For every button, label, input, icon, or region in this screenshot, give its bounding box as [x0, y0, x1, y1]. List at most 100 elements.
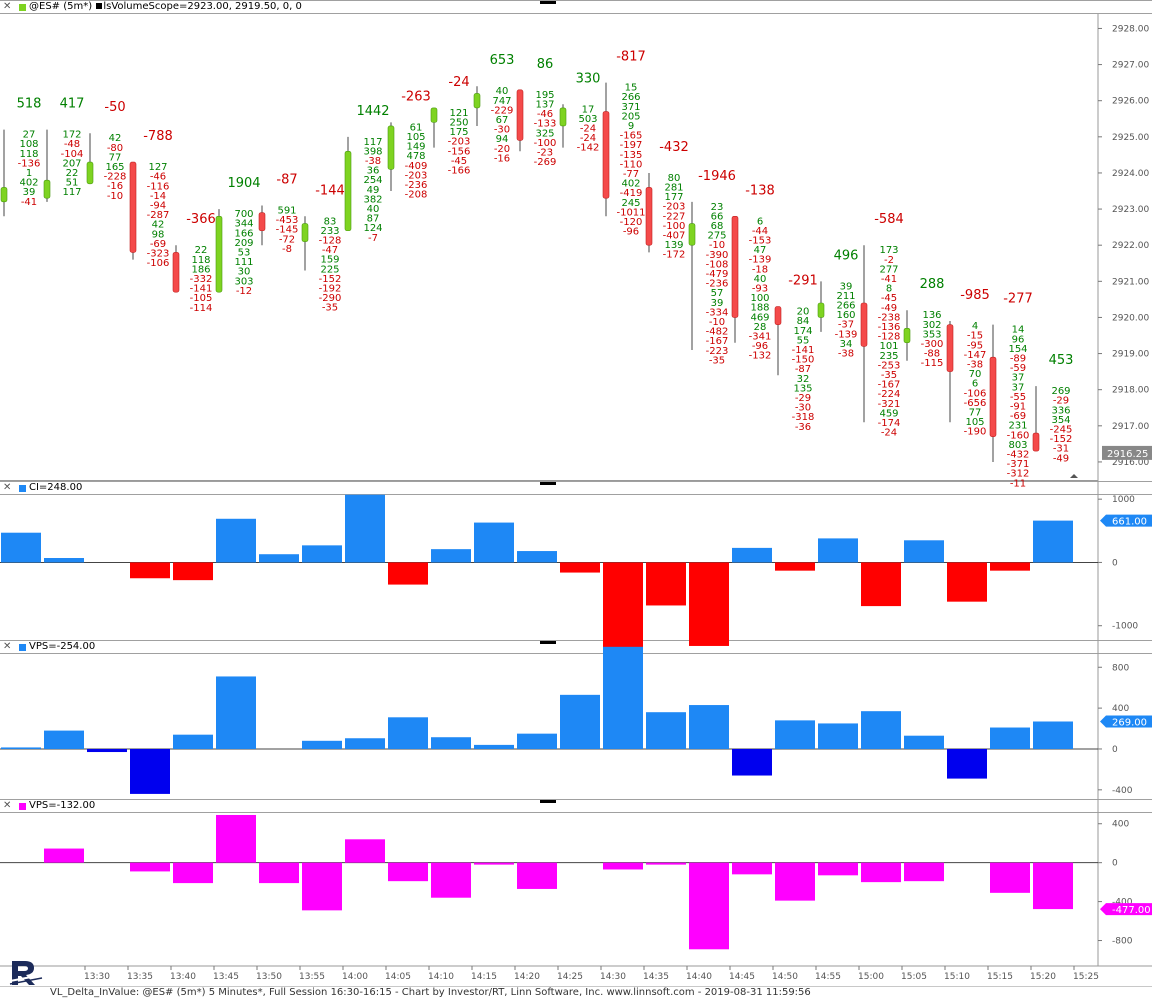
candle-body — [301, 223, 309, 242]
pane-resize-grip[interactable] — [540, 800, 556, 803]
candle-body — [344, 150, 352, 232]
volume-level-label: 100 — [750, 293, 769, 304]
volume-level-label: -287 — [147, 210, 170, 221]
volume-level-label: -203 — [405, 170, 428, 181]
price-tick-label: 2922.00 — [1112, 241, 1149, 251]
volume-level-label: 30 — [238, 267, 251, 278]
volume-level-label: 117 — [62, 187, 81, 198]
pane-resize-grip[interactable] — [540, 641, 556, 644]
volume-level-label: 173 — [879, 245, 898, 256]
candle-body — [258, 212, 266, 232]
volume-level-label: 139 — [664, 240, 683, 251]
volume-level-label: -245 — [1050, 424, 1073, 435]
volume-level-label: -77 — [623, 169, 639, 180]
close-vps2-pane-icon[interactable]: ✕ — [3, 800, 12, 811]
vps1-bar — [216, 676, 256, 749]
close-main-pane-icon[interactable]: ✕ — [3, 1, 12, 12]
volume-level-label: 96 — [1012, 334, 1025, 345]
ci-bar — [216, 518, 256, 563]
volume-level-label: 344 — [234, 219, 253, 230]
volume-level-label: 336 — [1051, 405, 1070, 416]
main-pane-header: ✕ @ES# (5m*) lsVolumeScope=2923.00, 2919… — [0, 0, 1152, 14]
vps1-bar — [517, 733, 557, 749]
candle-body — [86, 161, 94, 185]
volume-level-label: -152 — [319, 274, 342, 285]
ci-bar — [431, 549, 471, 563]
volume-level-label: 6 — [757, 216, 763, 227]
volume-level-label: -167 — [706, 336, 729, 347]
volume-level-label: -12 — [236, 286, 252, 297]
time-tick-label: 15:20 — [1030, 972, 1056, 982]
pane-resize-grip[interactable] — [540, 1, 556, 4]
ci-tick-label: -1000 — [1112, 622, 1138, 632]
ci-bar — [732, 547, 772, 563]
volume-level-label: 269 — [1051, 386, 1070, 397]
volume-level-label: -114 — [190, 303, 213, 314]
delta-label: 1442 — [356, 104, 389, 119]
volume-level-label: 275 — [707, 231, 726, 242]
volume-level-label: -72 — [279, 234, 295, 245]
volume-level-label: 49 — [367, 185, 380, 196]
delta-label: -584 — [874, 212, 904, 227]
volume-level-label: -8 — [282, 244, 292, 255]
vps1-bar — [947, 748, 987, 779]
volume-level-label: -390 — [706, 250, 729, 261]
delta-label: 653 — [490, 53, 515, 68]
volume-level-label: 503 — [578, 114, 597, 125]
delta-label: -24 — [448, 75, 469, 90]
volume-level-label: 591 — [277, 205, 296, 216]
volume-level-label: -190 — [964, 427, 987, 438]
volume-level-label: -253 — [878, 360, 901, 371]
volume-level-label: -29 — [1053, 396, 1069, 407]
vps2-swatch-icon — [19, 803, 26, 810]
ci-bar — [173, 562, 213, 581]
vps2-tick-label: -400 — [1112, 898, 1133, 908]
vps1-last-value-label: 269.00 — [1112, 717, 1147, 728]
candle-body — [903, 327, 911, 344]
price-tick-label: 2920.00 — [1112, 313, 1149, 323]
time-tick-label: 13:35 — [127, 972, 153, 982]
volume-level-label: -656 — [964, 398, 987, 409]
volume-level-label: 172 — [62, 130, 81, 141]
delta-label: -432 — [659, 140, 689, 155]
vps2-bar — [732, 862, 772, 875]
volume-level-label: 195 — [535, 90, 554, 101]
volume-level-label: 66 — [711, 211, 724, 222]
close-ci-pane-icon[interactable]: ✕ — [3, 482, 12, 493]
volume-level-label: -106 — [964, 388, 987, 399]
volume-level-label: -332 — [190, 274, 213, 285]
ci-pane-header: ✕ CI=248.00 — [0, 481, 1152, 495]
pane-resize-grip[interactable] — [540, 482, 556, 485]
volume-level-label: 22 — [195, 245, 208, 256]
vps2-bar — [474, 862, 514, 865]
vps2-bar — [689, 862, 729, 950]
delta-label: -277 — [1003, 292, 1033, 307]
volume-level-label: 61 — [410, 122, 423, 133]
volume-level-label: -37 — [838, 320, 854, 331]
close-vps1-pane-icon[interactable]: ✕ — [3, 641, 12, 652]
time-tick-label: 15:15 — [987, 972, 1013, 982]
volume-level-label: -23 — [537, 147, 553, 158]
volume-level-label: -80 — [107, 143, 123, 154]
volume-level-label: -152 — [1050, 434, 1073, 445]
volume-level-label: -69 — [1010, 411, 1026, 422]
candle-body — [172, 252, 180, 293]
last-price-label: 2916.25 — [1107, 449, 1148, 460]
volume-level-label: 37 — [1012, 373, 1025, 384]
volume-level-label: 402 — [621, 179, 640, 190]
delta-label: -817 — [616, 50, 646, 65]
volume-level-label: -106 — [147, 258, 170, 269]
volume-level-label: -128 — [878, 332, 901, 343]
vps1-bar — [345, 738, 385, 749]
delta-label: -144 — [315, 183, 345, 198]
volume-level-label: -120 — [620, 217, 643, 228]
ci-bar — [689, 562, 729, 646]
volume-level-label: -419 — [620, 188, 643, 199]
volume-level-label: 40 — [754, 274, 767, 285]
vps2-pane-header: ✕ VPS=-132.00 — [0, 799, 1152, 813]
vps1-bar — [44, 730, 84, 749]
volume-level-label: 211 — [836, 291, 855, 302]
volume-level-label: 266 — [621, 92, 640, 103]
volume-level-label: 87 — [367, 214, 380, 225]
